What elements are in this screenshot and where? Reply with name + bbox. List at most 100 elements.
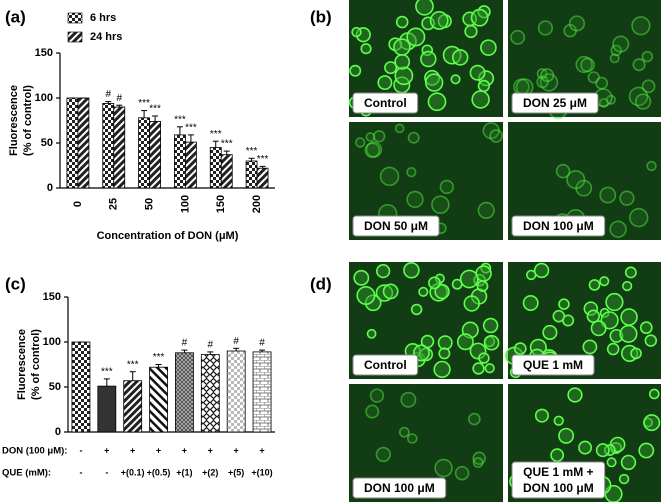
cell <box>558 427 575 444</box>
error-bar <box>233 347 240 351</box>
cell <box>553 415 564 426</box>
bar <box>102 103 115 189</box>
significance-marker: # <box>182 338 188 349</box>
cell <box>373 130 386 143</box>
caption: Control <box>364 358 407 372</box>
error-bar <box>223 150 230 155</box>
cell <box>587 71 600 84</box>
cell <box>384 61 398 75</box>
row-value: +(0.5) <box>147 467 171 477</box>
cell <box>377 75 393 91</box>
cell <box>438 347 451 360</box>
cell <box>620 454 637 471</box>
significance-marker: *** <box>246 146 258 157</box>
x-tick-label: 0 <box>72 201 84 207</box>
bar <box>245 160 258 189</box>
y-tick-label: 50 <box>49 381 61 393</box>
cell <box>355 137 366 148</box>
error-bar <box>105 101 112 104</box>
cell <box>630 347 642 360</box>
cell <box>644 334 658 347</box>
caption-box <box>352 354 419 376</box>
cell <box>424 73 444 92</box>
cell <box>595 443 610 458</box>
caption: DON 25 μM <box>523 96 587 110</box>
cell <box>648 388 660 400</box>
cell <box>489 129 503 143</box>
significance-marker: # <box>259 338 265 349</box>
cell <box>598 97 609 108</box>
y-axis-title: (% of control) <box>30 329 42 400</box>
row-value: - <box>79 467 82 477</box>
cell <box>590 320 607 337</box>
cell <box>599 186 617 204</box>
panel-label: (b) <box>310 7 332 26</box>
row-value: + <box>182 445 187 455</box>
cell <box>364 142 381 159</box>
cell <box>365 132 376 142</box>
caption-box <box>352 215 440 237</box>
cell <box>477 201 495 220</box>
row-value: +(1) <box>176 467 192 477</box>
cell <box>550 448 565 463</box>
cell <box>480 39 497 56</box>
row-value: + <box>104 445 109 455</box>
cell <box>403 262 420 279</box>
cell <box>472 451 486 466</box>
cell <box>394 53 411 70</box>
cell <box>437 335 453 351</box>
significance-marker: # <box>233 336 239 347</box>
cell <box>562 314 575 327</box>
cell <box>568 15 586 32</box>
cell <box>420 334 435 349</box>
legend-label: 6 hrs <box>90 12 116 24</box>
bar <box>200 354 220 433</box>
bar <box>71 341 91 433</box>
cell <box>434 458 453 478</box>
y-tick-label: 0 <box>55 426 61 438</box>
cell <box>393 38 411 56</box>
bar <box>185 141 197 189</box>
cell <box>472 457 484 468</box>
cell <box>439 179 455 195</box>
cell <box>351 26 362 38</box>
cell <box>400 391 417 408</box>
cell <box>456 333 474 351</box>
cell <box>431 195 450 215</box>
significance-marker: *** <box>257 154 269 165</box>
cell <box>624 266 637 279</box>
cell <box>513 342 527 356</box>
cell <box>628 86 649 107</box>
cell <box>522 295 539 311</box>
cell <box>398 426 410 438</box>
panel-label: (c) <box>5 274 26 293</box>
cell <box>606 457 617 468</box>
cell <box>586 309 601 324</box>
cell <box>609 53 620 64</box>
cell <box>536 68 548 80</box>
cell <box>434 283 450 300</box>
cell <box>606 94 616 105</box>
error-bar <box>187 134 194 143</box>
cell <box>555 163 571 179</box>
cell <box>482 122 500 140</box>
error-bar <box>181 349 188 353</box>
row-value: + <box>156 445 161 455</box>
micrograph: QUE 1 mM <box>505 262 661 379</box>
bar <box>174 134 186 189</box>
bar <box>149 366 168 433</box>
significance-marker: *** <box>174 114 186 125</box>
cell <box>471 90 490 109</box>
cell <box>420 50 437 68</box>
micrograph: QUE 1 mM + DON 100 μM <box>508 384 661 502</box>
cell <box>428 276 441 290</box>
bar <box>97 385 117 433</box>
row-value: + <box>130 445 135 455</box>
caption-box <box>352 92 419 114</box>
bar <box>149 121 161 189</box>
legend-label: 24 hrs <box>90 31 122 43</box>
cell <box>382 283 399 300</box>
cell <box>376 263 391 279</box>
micrograph: Control <box>348 0 503 117</box>
